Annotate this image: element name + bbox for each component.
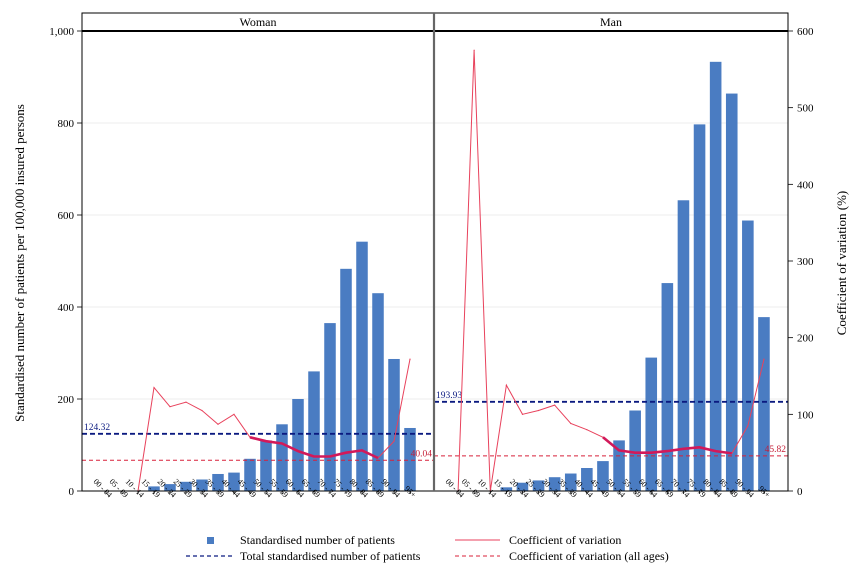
bar bbox=[742, 220, 754, 491]
bar bbox=[613, 440, 625, 491]
cv-line-bold bbox=[602, 436, 732, 455]
cv-point bbox=[473, 49, 475, 51]
cv-point bbox=[185, 401, 187, 403]
bar bbox=[597, 461, 609, 491]
bar bbox=[629, 410, 641, 491]
bar bbox=[324, 323, 336, 491]
panel-title: Man bbox=[600, 15, 622, 29]
bar bbox=[212, 473, 224, 491]
y2-axis-title: Coefficient of variation (%) bbox=[834, 191, 849, 336]
cv-point bbox=[233, 413, 235, 415]
legend-label-total: Total standardised number of patients bbox=[240, 549, 421, 563]
bar bbox=[564, 473, 577, 491]
cv-point bbox=[201, 409, 203, 412]
bar bbox=[758, 317, 770, 491]
legend-bar-swatch bbox=[207, 537, 214, 544]
y-tick-label: 400 bbox=[58, 302, 75, 314]
y-tick-label: 600 bbox=[58, 210, 75, 222]
y2-tick-label: 600 bbox=[797, 26, 814, 38]
cv-line-bold bbox=[249, 436, 379, 460]
y-axis-title: Standardised number of patients per 100,… bbox=[12, 104, 27, 422]
y2-tick-label: 0 bbox=[797, 486, 803, 498]
cv-all-reference-label: 40.04 bbox=[411, 449, 433, 459]
bar bbox=[164, 484, 176, 491]
bar bbox=[148, 486, 160, 491]
cv-point bbox=[521, 413, 524, 415]
bar bbox=[725, 93, 738, 491]
cv-point bbox=[153, 386, 155, 389]
bar bbox=[260, 440, 272, 491]
bar bbox=[276, 424, 288, 491]
y-tick-label: 200 bbox=[58, 394, 75, 406]
cv-point bbox=[409, 358, 411, 360]
cv-point bbox=[537, 409, 540, 412]
bar bbox=[709, 61, 722, 491]
cv-point bbox=[570, 422, 572, 425]
y2-tick-label: 500 bbox=[797, 103, 814, 115]
bar bbox=[677, 200, 690, 491]
y2-tick-label: 200 bbox=[797, 333, 814, 345]
bar bbox=[388, 358, 400, 491]
y2-tick-label: 300 bbox=[797, 256, 814, 268]
y-tick-label: 800 bbox=[58, 118, 75, 130]
bar bbox=[645, 357, 658, 491]
bar bbox=[693, 124, 706, 491]
y2-tick-label: 400 bbox=[797, 179, 814, 191]
cv-point bbox=[586, 429, 588, 431]
cv-point bbox=[169, 406, 171, 408]
bar bbox=[228, 472, 240, 491]
bars-group bbox=[148, 61, 770, 491]
panel-headers: Woman Man bbox=[239, 15, 622, 29]
bar bbox=[180, 481, 192, 491]
cv-point bbox=[554, 404, 556, 406]
cv-point bbox=[747, 425, 749, 427]
total-reference-label: 124.32 bbox=[84, 423, 110, 433]
bar bbox=[308, 371, 320, 491]
bar bbox=[500, 487, 513, 491]
bar bbox=[196, 479, 208, 491]
y-tick-label: 0 bbox=[69, 486, 75, 498]
panel-title: Woman bbox=[239, 15, 276, 29]
legend-label-bars: Standardised number of patients bbox=[240, 533, 395, 547]
cv-point bbox=[217, 423, 219, 425]
bar bbox=[532, 480, 545, 491]
legend: Standardised number of patients Coeffici… bbox=[186, 533, 669, 563]
bar bbox=[548, 477, 561, 491]
cv-lines bbox=[137, 49, 765, 492]
bar bbox=[244, 458, 256, 491]
cv-point bbox=[505, 384, 507, 386]
reference-lines: 124.32 40.04 193.93 45.82 bbox=[82, 391, 788, 461]
total-reference-label: 193.93 bbox=[436, 391, 462, 401]
cv-all-reference-label: 45.82 bbox=[765, 445, 787, 455]
bar bbox=[292, 399, 304, 491]
bar bbox=[404, 427, 416, 491]
bar bbox=[340, 268, 352, 491]
bar bbox=[581, 468, 593, 491]
bar bbox=[516, 482, 529, 491]
legend-label-cv: Coefficient of variation bbox=[509, 533, 621, 547]
panel-frames bbox=[81, 12, 789, 492]
bar bbox=[372, 293, 384, 491]
legend-label-cv-all: Coefficient of variation (all ages) bbox=[509, 549, 669, 563]
bar bbox=[356, 241, 368, 491]
y2-tick-label: 100 bbox=[797, 409, 814, 421]
y-tick-label: 1,000 bbox=[49, 26, 74, 38]
bar bbox=[661, 283, 674, 491]
cv-point bbox=[763, 358, 765, 360]
cv-point bbox=[393, 440, 395, 442]
